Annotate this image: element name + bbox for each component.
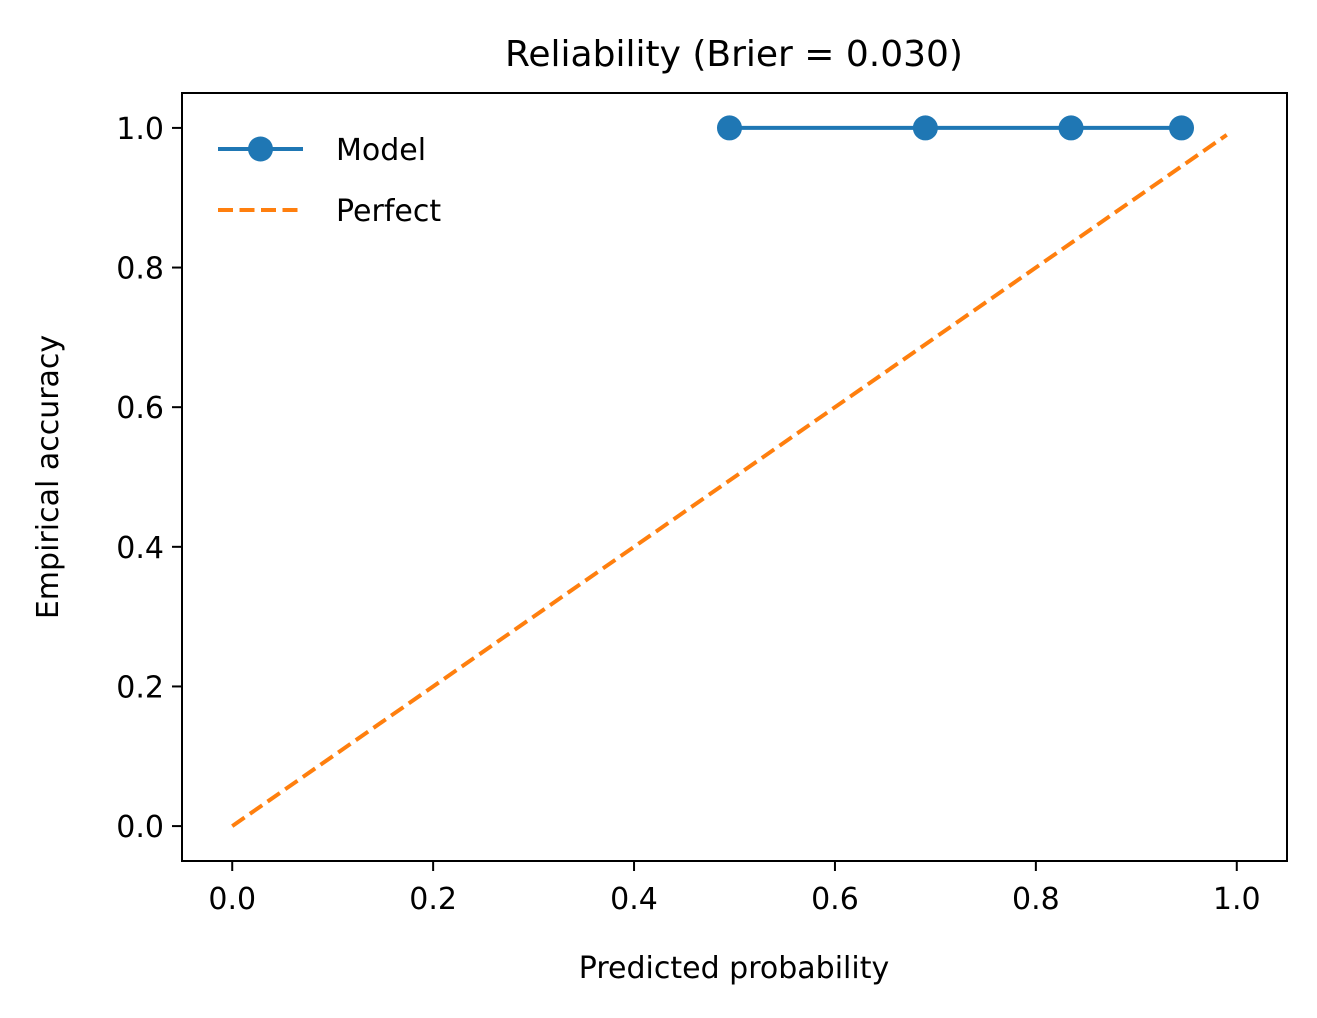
y-tick-label: 0.2 [116, 670, 164, 705]
perfect-line [231, 133, 1228, 828]
legend-marker-model [248, 136, 273, 162]
x-axis-label: Predicted probability [579, 951, 889, 986]
x-tick-label: 0.6 [811, 882, 859, 917]
y-tick-label: 0.0 [116, 810, 164, 845]
chart-title: Reliability (Brier = 0.030) [505, 34, 963, 75]
y-tick-label: 0.8 [116, 252, 164, 287]
y-axis-ticks: 0.0 0.2 0.4 0.6 0.8 1.0 [116, 112, 182, 845]
legend-label-model: Model [336, 133, 426, 168]
model-point [912, 115, 938, 141]
y-axis-label: Empirical accuracy [31, 335, 66, 619]
y-tick-label: 0.6 [116, 391, 164, 426]
x-tick-label: 1.0 [1213, 882, 1261, 917]
plot-frame [181, 92, 1288, 862]
legend-label-perfect: Perfect [336, 194, 441, 229]
model-point [1058, 115, 1084, 141]
y-tick-label: 0.4 [116, 531, 164, 566]
plot-series [231, 115, 1228, 828]
x-tick-label: 0.4 [610, 882, 658, 917]
model-point [716, 115, 742, 141]
x-tick-label: 0.2 [409, 882, 457, 917]
model-point [1169, 115, 1195, 141]
y-tick-label: 1.0 [116, 112, 164, 147]
x-axis-ticks: 0.0 0.2 0.4 0.6 0.8 1.0 [208, 861, 1261, 917]
legend: Model Perfect [218, 133, 441, 229]
x-tick-label: 0.8 [1012, 882, 1060, 917]
x-tick-label: 0.0 [208, 882, 256, 917]
